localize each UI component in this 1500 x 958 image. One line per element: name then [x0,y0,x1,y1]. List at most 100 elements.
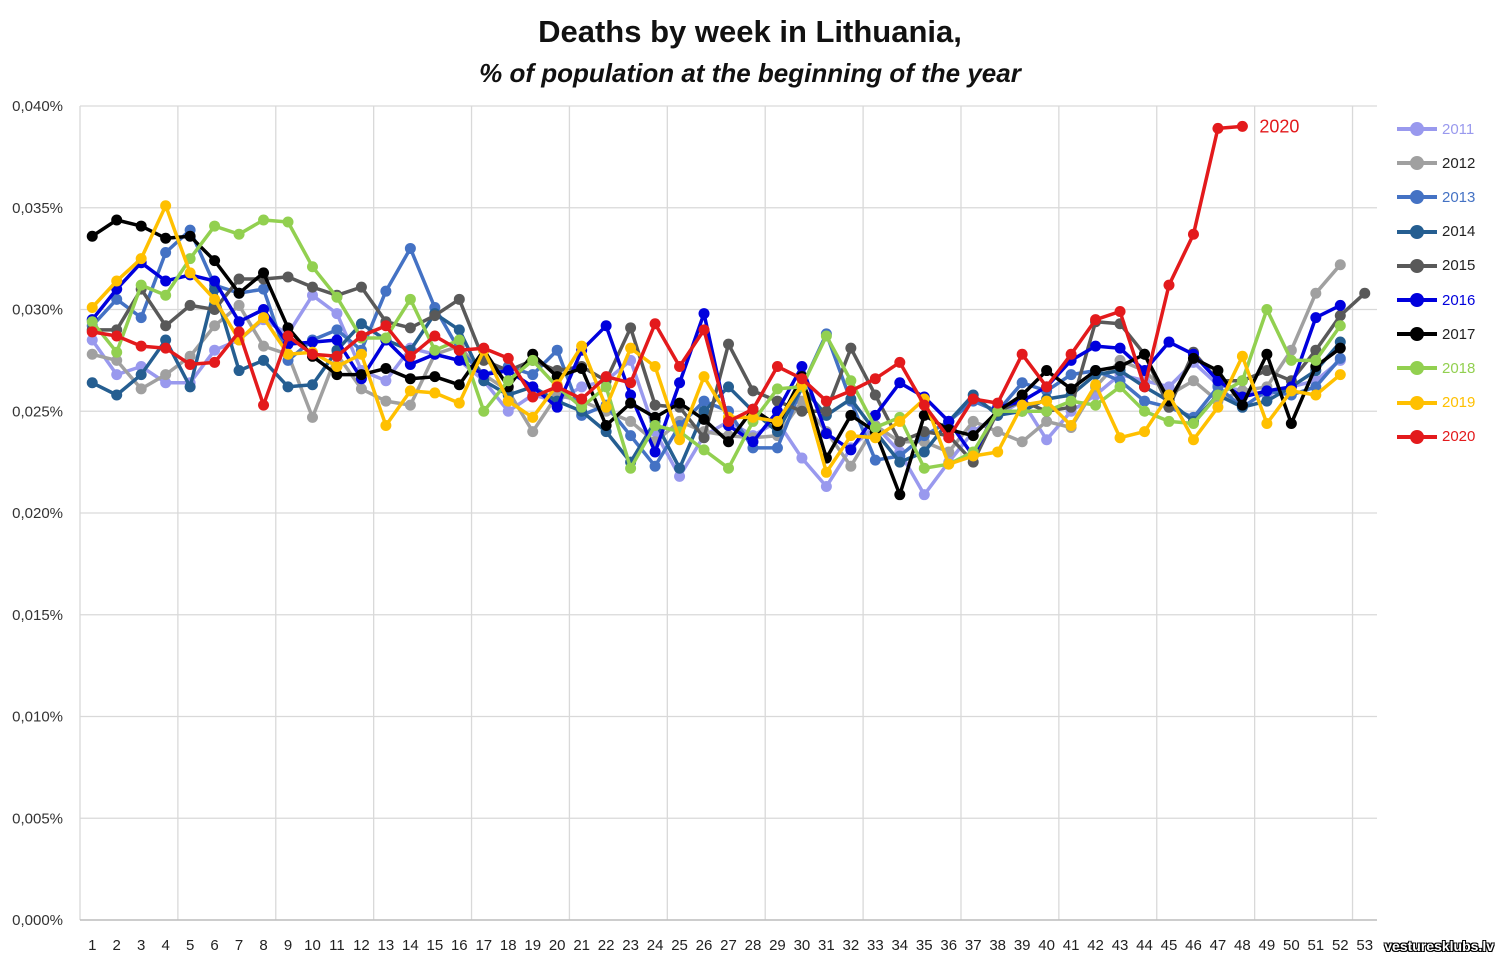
data-point-2018 [1236,375,1248,387]
legend-item-2015: 2015 [1395,249,1495,283]
x-tick-label: 31 [818,937,835,954]
data-point-2019 [527,411,539,423]
data-point-2016 [1334,299,1346,311]
legend-item-2016: 2016 [1395,283,1495,317]
legend-swatch [1395,156,1439,171]
data-point-2019 [331,360,343,372]
data-point-2019 [258,312,270,324]
data-point-2015 [698,432,710,444]
data-point-2014 [258,354,270,366]
data-point-2011 [160,377,172,389]
data-point-2016 [625,389,637,401]
data-point-2020 [209,356,221,368]
x-tick-label: 38 [989,937,1006,954]
series-2017 [86,214,1346,501]
data-point-2012 [111,354,123,366]
y-tick-label: 0,005% [12,810,63,827]
data-point-2018 [1041,405,1053,417]
data-point-2011 [86,334,98,346]
data-point-2011 [796,452,808,464]
data-point-2020 [331,350,343,362]
data-point-2016 [1114,342,1126,354]
data-point-2016 [771,405,783,417]
data-point-2012 [160,369,172,381]
watermark-text: vesturesklubs.lv [1384,938,1494,954]
data-point-2019 [845,430,857,442]
data-point-2017 [135,220,147,232]
data-point-2013 [551,344,563,356]
data-point-2020 [355,330,367,342]
data-point-2014 [453,324,465,336]
data-point-2017 [894,489,906,501]
data-point-2019 [1163,389,1175,401]
data-point-2019 [1236,350,1248,362]
series-line-2017 [91,218,1342,497]
data-point-2015 [160,320,172,332]
data-point-2016 [453,354,465,366]
x-tick-label: 4 [161,937,169,954]
legend-item-2019: 2019 [1395,386,1495,420]
data-point-2017 [380,363,392,375]
data-point-2012 [209,320,221,332]
legend-label: 2012 [1442,154,1476,172]
series-end-label-2020: 2020 [1259,116,1299,136]
x-tick-label: 34 [891,937,908,954]
data-point-2012 [1334,259,1346,271]
series-line-2018 [90,218,1342,470]
data-point-2013 [1139,395,1151,407]
data-point-2020 [674,360,686,372]
data-point-2020 [258,399,270,411]
data-point-2020 [1114,306,1126,318]
data-point-2018 [1310,354,1322,366]
data-point-2015 [404,322,416,334]
data-point-2019 [282,348,294,360]
data-point-2019 [771,415,783,427]
data-point-2018 [1163,415,1175,427]
x-tick-label: 20 [549,937,566,954]
data-point-2015 [869,389,881,401]
x-tick-label: 28 [745,937,762,954]
data-point-2011 [918,489,930,501]
data-point-2014 [918,446,930,458]
data-point-2020 [380,320,392,332]
legend-swatch [1395,258,1439,273]
data-point-2019 [1139,426,1151,438]
data-point-2015 [649,399,661,411]
data-point-2018 [1065,395,1077,407]
series-line-2013 [90,228,1342,468]
x-tick-label: 40 [1038,937,1055,954]
data-point-2018 [1285,354,1297,366]
data-point-2019 [209,293,221,305]
y-tick-label: 0,015% [12,607,63,624]
data-point-2013 [258,283,270,295]
series-line-2020 [91,124,1243,440]
x-tick-label: 51 [1307,937,1324,954]
data-point-2014 [86,377,98,389]
data-point-2012 [992,426,1004,438]
data-point-2015 [1310,344,1322,356]
data-point-2019 [576,340,588,352]
data-point-2016 [258,304,270,315]
data-point-2020 [233,326,245,338]
data-point-2017 [1212,365,1224,377]
data-point-2020 [453,344,465,356]
x-tick-label: 3 [137,937,145,954]
data-point-2017 [625,397,637,409]
data-point-2017 [258,267,270,279]
data-point-2016 [674,377,686,389]
data-point-2015 [1261,365,1273,377]
data-point-2019 [380,419,392,431]
data-point-2016 [306,336,318,348]
y-axis-ticks: 0,000% 0,005% 0,010% 0,015% 0,020% 0,025% 0,03… [12,98,63,929]
data-point-2020 [1212,122,1224,134]
x-tick-label: 42 [1087,937,1104,954]
data-point-2020 [404,350,416,362]
data-point-2014 [282,381,294,393]
x-tick-label: 35 [916,937,933,954]
x-tick-label: 11 [329,937,345,954]
data-point-2016 [1212,375,1224,387]
legend-swatch [1395,327,1439,342]
legend-swatch [1395,122,1439,137]
data-point-2018 [135,279,147,291]
data-point-2018 [160,289,172,301]
